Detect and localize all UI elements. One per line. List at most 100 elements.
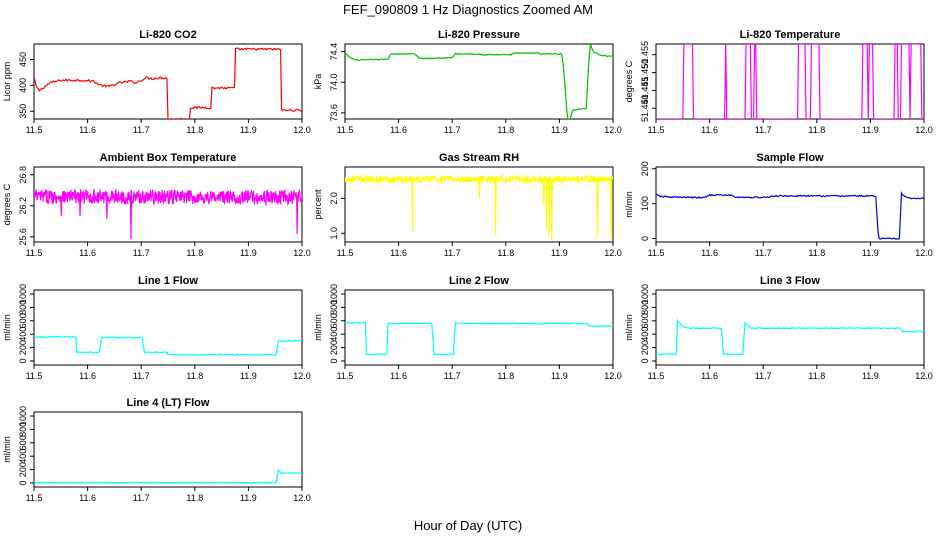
panel-title: Sample Flow (756, 152, 824, 164)
x-tick-label: 11.5 (26, 493, 43, 503)
y-axis-label: ml/min (624, 191, 634, 218)
x-tick-label: 11.7 (444, 248, 461, 258)
x-tick-label: 11.7 (755, 248, 772, 258)
x-tick-label: 12.0 (293, 371, 311, 381)
panel-title: Line 3 Flow (760, 275, 820, 287)
panel-1: Li-820 CO2 Licor ppm 11.5 11.6 11.7 11.8 11.9 1… (2, 29, 311, 135)
series-line (345, 173, 613, 241)
y-tick-label: 1000 (18, 284, 28, 304)
y-tick-label: 26.2 (18, 197, 28, 215)
y-axis-label: ml/min (2, 314, 12, 341)
series-line (656, 318, 924, 356)
panel-7: Line 1 Flow ml/min 11.5 11.6 11.7 11.8 11.9 12.… (2, 275, 311, 381)
plot-frame (655, 166, 925, 243)
y-tick-label: 600 (640, 313, 650, 328)
plot-frame (655, 43, 925, 120)
plot-frame (344, 289, 614, 366)
x-tick-label: 11.7 (755, 371, 772, 381)
x-tick-label: 12.0 (293, 248, 311, 258)
y-axis-label: percent (313, 189, 323, 220)
y-tick-label: 350 (18, 104, 28, 119)
x-tick-label: 11.6 (79, 493, 96, 503)
x-tick-label: 11.5 (337, 248, 354, 258)
y-tick-label: 1000 (329, 284, 339, 304)
y-axis-label: ml/min (624, 314, 634, 341)
y-tick-label: 74.0 (329, 73, 339, 91)
x-tick-label: 11.9 (240, 493, 257, 503)
x-tick-label: 11.6 (79, 125, 96, 135)
x-tick-label: 11.8 (497, 371, 514, 381)
x-tick-label: 11.7 (755, 125, 772, 135)
y-tick-label: 0 (640, 236, 650, 241)
x-tick-label: 11.9 (862, 371, 879, 381)
series-line (345, 44, 613, 119)
series-line (656, 190, 924, 240)
panel-title: Gas Stream RH (439, 152, 519, 164)
x-tick-label: 12.0 (915, 248, 933, 258)
series-line (656, 44, 924, 119)
y-tick-label: 2.0 (329, 192, 339, 205)
y-axis-label: degrees C (2, 183, 12, 225)
x-tick-label: 11.5 (648, 248, 665, 258)
x-tick-label: 11.5 (648, 125, 665, 135)
panel-title: Line 2 Flow (449, 275, 509, 287)
y-tick-label: 600 (18, 435, 28, 450)
x-tick-label: 11.6 (701, 371, 718, 381)
y-tick-label: 200 (18, 340, 28, 355)
x-tick-label: 11.9 (240, 248, 257, 258)
y-tick-label: 0 (18, 358, 28, 363)
y-tick-label: 200 (640, 340, 650, 355)
y-tick-label: 600 (329, 313, 339, 328)
y-tick-label: 450 (18, 52, 28, 67)
y-tick-label: 0 (18, 480, 28, 485)
x-tick-label: 11.8 (186, 248, 203, 258)
y-tick-label: 74.4 (329, 43, 339, 61)
panel-3: Li-820 Temperature degrees C 11.5 11.6 11.7 1… (624, 29, 933, 135)
y-tick-label: 800 (329, 300, 339, 315)
y-tick-label: 51.450 (640, 59, 650, 87)
x-tick-label: 11.5 (648, 371, 665, 381)
x-tick-label: 11.5 (26, 248, 43, 258)
panels-group: Li-820 CO2 Licor ppm 11.5 11.6 11.7 11.8 11.9 1… (2, 29, 933, 503)
x-tick-label: 11.8 (808, 371, 825, 381)
panel-8: Line 2 Flow ml/min 11.5 11.6 11.7 11.8 11.9 12.… (313, 275, 622, 381)
x-tick-label: 11.5 (337, 125, 354, 135)
panel-title: Line 4 (LT) Flow (127, 397, 210, 409)
y-tick-label: 25.6 (18, 228, 28, 246)
y-tick-label: 0 (329, 358, 339, 363)
x-tick-label: 11.6 (701, 248, 718, 258)
plot-frame (344, 166, 614, 243)
y-axis-label: kPa (313, 74, 323, 90)
figure-title: FEF_090809 1 Hz Diagnostics Zoomed AM (343, 2, 593, 17)
panel-9: Line 3 Flow ml/min 11.5 11.6 11.7 11.8 11.9 12.… (624, 275, 933, 381)
plot-frame (655, 289, 925, 366)
x-tick-label: 11.6 (79, 371, 96, 381)
panel-title: Li-820 CO2 (139, 29, 196, 41)
plot-frame (33, 289, 303, 366)
x-tick-label: 11.7 (133, 248, 150, 258)
panel-6: Sample Flow ml/min 11.5 11.6 11.7 11.8 11.9 12.… (624, 152, 933, 258)
y-tick-label: 200 (640, 161, 650, 176)
x-tick-label: 12.0 (604, 248, 622, 258)
y-tick-label: 400 (18, 78, 28, 93)
x-tick-label: 11.9 (240, 371, 257, 381)
y-tick-label: 100 (640, 196, 650, 211)
plot-frame (344, 43, 614, 120)
panel-title: Li-820 Pressure (438, 29, 520, 41)
y-tick-label: 0 (640, 358, 650, 363)
x-tick-label: 11.9 (862, 125, 879, 135)
y-tick-label: 400 (18, 327, 28, 342)
x-tick-label: 11.6 (390, 371, 407, 381)
panel-2: Li-820 Pressure kPa 11.5 11.6 11.7 11.8 11.9 12… (313, 29, 622, 135)
x-tick-label: 12.0 (293, 125, 311, 135)
x-tick-label: 11.8 (497, 248, 514, 258)
y-tick-label: 1000 (640, 284, 650, 304)
x-tick-label: 11.9 (862, 248, 879, 258)
x-tick-label: 11.8 (808, 125, 825, 135)
x-tick-label: 12.0 (915, 371, 933, 381)
y-axis-label: Licor ppm (2, 62, 12, 102)
x-tick-label: 11.7 (444, 371, 461, 381)
panel-10: Line 4 (LT) Flow ml/min 11.5 11.6 11.7 11.8 11… (2, 397, 311, 503)
plot-frame (33, 411, 303, 488)
